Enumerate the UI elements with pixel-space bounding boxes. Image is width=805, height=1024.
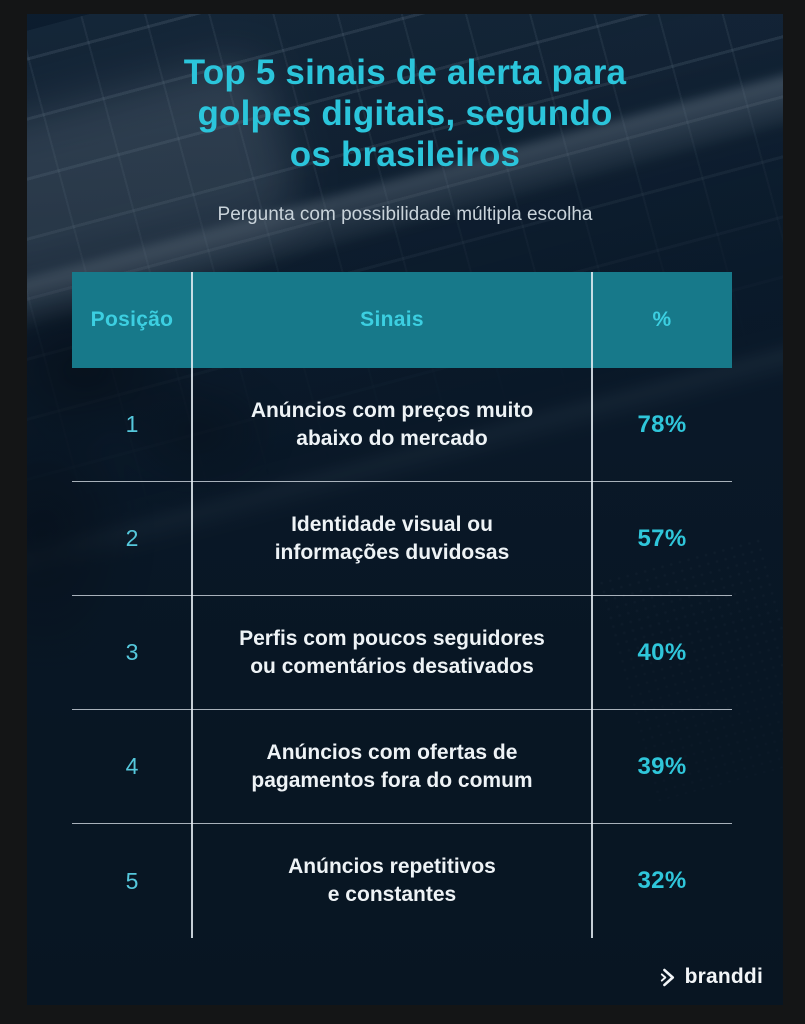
signal-line-1: Anúncios com preços muito (250, 398, 534, 422)
signal-line-1: Anúncios com ofertas de (266, 740, 518, 764)
signal-text: Anúncios com preços muito abaixo do merc… (192, 368, 592, 481)
signal-text: Anúncios repetitivos e constantes (192, 824, 592, 938)
table-row: 1 Anúncios com preços muito abaixo do me… (72, 368, 732, 482)
signal-line-2: abaixo do mercado (296, 426, 488, 450)
percent-value: 78% (637, 410, 687, 438)
column-divider-2 (591, 272, 593, 938)
title-line-3: os brasileiros (289, 135, 521, 174)
table-row: 4 Anúncios com ofertas de pagamentos for… (72, 710, 732, 824)
signal-line-2: e constantes (327, 883, 457, 906)
signal-text: Identidade visual ou informações duvidos… (192, 482, 592, 595)
rank-value: 4 (125, 753, 139, 779)
table-row: 3 Perfis com poucos seguidores ou coment… (72, 596, 732, 710)
signal-line-1: Perfis com poucos seguidores (239, 626, 545, 650)
rank-value: 3 (125, 639, 139, 665)
column-divider-1 (191, 272, 193, 938)
title-line-2: golpes digitais, segundo (197, 94, 613, 133)
infographic-card: Top 5 sinais de alerta para golpes digit… (27, 14, 783, 1005)
column-header-signals: Sinais (360, 308, 424, 331)
brand-name-text: branddi (684, 965, 763, 988)
percent-value: 39% (637, 752, 687, 780)
percent-value: 57% (637, 524, 687, 552)
branddi-chevron-icon (657, 967, 678, 988)
percent-value: 40% (637, 638, 687, 666)
column-header-percent: % (652, 308, 672, 331)
percent-value: 32% (637, 867, 687, 894)
signal-text: Anúncios com ofertas de pagamentos fora … (192, 710, 592, 823)
rank-value: 5 (125, 867, 139, 894)
table-row: 5 Anúncios repetitivos e constantes 32% (72, 824, 732, 938)
rank-value: 2 (125, 525, 139, 551)
page-title: Top 5 sinais de alerta para golpes digit… (27, 52, 783, 175)
title-line-1: Top 5 sinais de alerta para (183, 53, 627, 92)
table-row: 2 Identidade visual ou informações duvid… (72, 482, 732, 596)
signal-line-1: Anúncios repetitivos (288, 855, 496, 878)
signal-line-2: ou comentários desativados (250, 654, 534, 678)
signal-line-2: pagamentos fora do comum (251, 768, 533, 792)
ranking-table: Posição Sinais % 1 Anúncios com preços m… (72, 272, 732, 938)
signal-line-2: informações duvidosas (274, 540, 510, 564)
signal-line-1: Identidade visual ou (291, 512, 493, 536)
table-header-row: Posição Sinais % (72, 272, 732, 368)
signal-text: Perfis com poucos seguidores ou comentár… (192, 596, 592, 709)
brand-logo: branddi (657, 965, 763, 989)
page-subtitle: Pergunta com possibilidade múltipla esco… (217, 204, 593, 225)
rank-value: 1 (125, 411, 139, 437)
column-header-position: Posição (90, 308, 174, 331)
